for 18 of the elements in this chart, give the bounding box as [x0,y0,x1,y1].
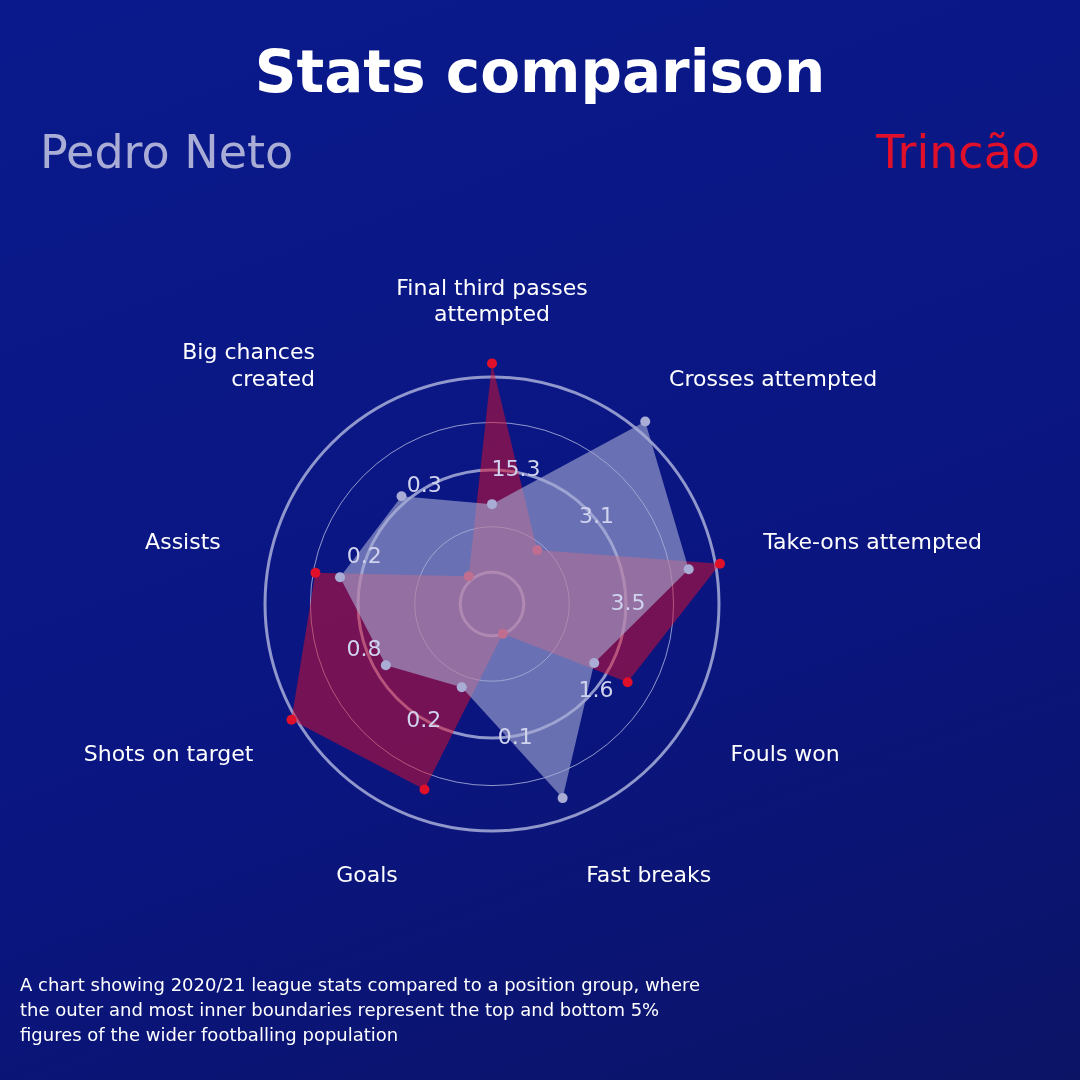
text: Trincão [876,125,1040,179]
text: 0.1 [497,723,533,749]
spoke-label: Assists [145,528,221,554]
spoke-label: Fast breaks [586,861,712,887]
spoke-label: Crosses attempted [669,365,878,391]
spoke-label: Shots on target [83,740,254,766]
spoke-label: Final third passes attempted [396,274,588,327]
spoke-label: Fouls won [730,740,840,766]
text: 0.2 [406,707,442,733]
chart-title: Stats comparison [253,38,827,106]
text: 0.8 [346,635,382,661]
text: 3.1 [578,502,614,528]
text: 3.5 [610,590,646,616]
text: A chart showing 2020/21 league stats compared to a position group, where the outer and most inner boundaries represent the top and bottom 5% figures of the wider footballing population [20,973,702,1047]
text: Pedro Neto [40,125,294,179]
spoke-label: Take-ons attempted [762,528,982,554]
spoke-label: Big chances created [182,339,315,391]
spoke-label: Goals [336,861,398,887]
